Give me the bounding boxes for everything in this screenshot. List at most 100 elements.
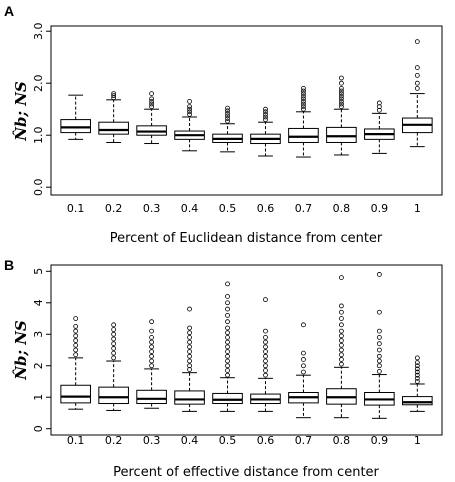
x-tick-label: 1 [414, 202, 421, 215]
outlier-point [187, 99, 192, 104]
panel-b-x-axis-label: Percent of effective distance from cente… [113, 465, 379, 480]
outlier-point [149, 353, 154, 359]
outlier-point [339, 303, 344, 309]
x-tick-label: 0.2 [105, 202, 123, 215]
outlier-point [414, 73, 420, 78]
outlier-point [111, 350, 117, 356]
outlier-point [225, 339, 230, 345]
outlier-point [376, 363, 382, 369]
y-tick-label: 0 [32, 425, 45, 432]
panel-a-plot-frame [50, 25, 443, 196]
y-tick-label: 1.0 [32, 126, 45, 144]
outlier-point [339, 88, 344, 94]
y-tick-label: 1 [32, 394, 45, 401]
outlier-point [187, 363, 192, 369]
outlier-point [225, 335, 230, 340]
outlier-point [225, 105, 230, 111]
outlier-point [73, 316, 79, 321]
outlier-point [339, 316, 344, 321]
outlier-point [301, 357, 306, 362]
box-iqr [60, 119, 91, 134]
outlier-point [263, 349, 268, 354]
outlier-point [376, 309, 382, 315]
box-0.5 [212, 105, 243, 153]
outlier-point [263, 368, 268, 373]
outlier-point [225, 325, 230, 331]
outlier-point [376, 347, 382, 353]
box-0.9 [364, 272, 395, 419]
outlier-point [111, 327, 117, 332]
outlier-point [187, 335, 192, 340]
x-tick-label: 1 [414, 434, 421, 447]
box-0.3 [136, 91, 167, 145]
outlier-point [225, 358, 230, 364]
box-0.7 [288, 322, 319, 419]
outlier-point [225, 368, 230, 373]
outlier-point [301, 91, 306, 96]
outlier-point [225, 281, 230, 287]
box-1 [402, 355, 433, 412]
outlier-point [149, 104, 154, 109]
box-0.4 [174, 99, 205, 152]
outlier-point [225, 353, 230, 359]
panel-a-x-axis-label: Percent of Euclidean distance from cente… [110, 231, 383, 246]
outlier-point [339, 101, 344, 107]
panel-b-x-axis: 0.1 0.2 0.3 0.4 0.5 0.6 0.7 0.8 0.9 1 [67, 434, 421, 447]
outlier-point [225, 372, 230, 378]
outlier-point [149, 363, 154, 369]
outlier-point [111, 341, 117, 347]
outlier-point [73, 338, 79, 343]
outlier-point [301, 96, 306, 102]
y-tick-label: 2 [32, 362, 45, 369]
outlier-point [376, 272, 382, 277]
box-0.4 [174, 306, 205, 412]
outlier-point [339, 309, 344, 315]
outlier-point [187, 106, 192, 112]
outlier-point [376, 341, 382, 347]
outlier-point [73, 342, 79, 348]
box-0.6 [250, 297, 281, 412]
outlier-point [73, 323, 79, 329]
outlier-point [263, 339, 268, 345]
outlier-point [376, 369, 382, 374]
outlier-point [263, 114, 268, 120]
outlier-point [263, 344, 268, 350]
box-1 [402, 39, 433, 148]
outlier-point [301, 93, 306, 99]
outlier-point [187, 104, 192, 109]
outlier-point [301, 86, 306, 91]
outlier-point [339, 275, 344, 280]
outlier-point [339, 342, 344, 348]
panel-b: B 0 1 2 3 4 5 0.1 0.2 0.3 0.4 0.5 0.6 0.7 0.8 0.9 1 N̂… [4, 257, 443, 480]
panel-b-y-axis: 0 1 2 3 4 5 [32, 268, 51, 432]
outlier-point [149, 91, 154, 96]
outlier-point [263, 109, 268, 115]
panel-b-boxes [60, 272, 433, 419]
outlier-point [225, 312, 230, 318]
outlier-point [263, 353, 268, 359]
outlier-point [414, 369, 420, 375]
outlier-point [73, 333, 79, 339]
x-tick-label: 0.5 [219, 434, 237, 447]
outlier-point [339, 75, 344, 81]
box-iqr [98, 121, 129, 135]
outlier-point [187, 344, 192, 350]
outlier-point [149, 349, 154, 354]
outlier-point [187, 349, 192, 354]
outlier-point [111, 91, 117, 96]
x-tick-label: 0.3 [143, 434, 161, 447]
x-tick-label: 0.4 [181, 434, 199, 447]
outlier-point [149, 339, 154, 345]
outlier-point [414, 375, 420, 381]
outlier-point [339, 338, 344, 343]
outlier-point [263, 335, 268, 340]
outlier-point [149, 96, 154, 102]
x-tick-label: 0.6 [257, 434, 275, 447]
outlier-point [225, 118, 230, 124]
outlier-point [187, 112, 192, 117]
box-iqr [402, 396, 433, 406]
outlier-point [263, 117, 268, 122]
outlier-point [225, 294, 230, 299]
outlier-point [111, 93, 117, 99]
x-tick-label: 0.7 [295, 434, 313, 447]
